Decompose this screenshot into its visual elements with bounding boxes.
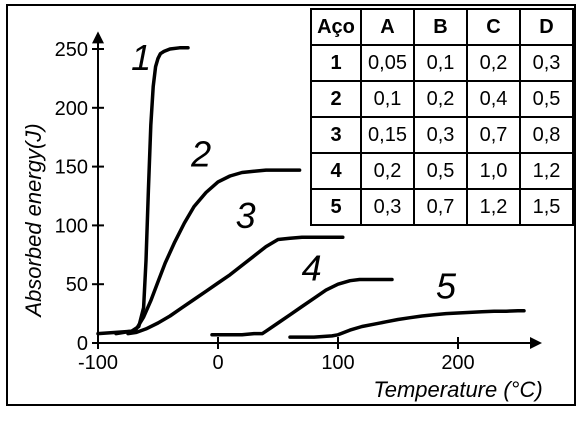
- table-row-header: 3: [310, 116, 362, 154]
- table-row-header: 5: [310, 188, 362, 226]
- table-row-header: 1: [310, 44, 362, 82]
- series-line-3: [126, 235, 345, 336]
- series-line-1: [96, 46, 190, 336]
- y-tick-label: 200: [55, 98, 88, 120]
- series-line-5: [288, 308, 526, 339]
- y-tick-label: 150: [55, 157, 88, 179]
- table-row-header: 4: [310, 152, 362, 190]
- table-cell: 0,2: [466, 44, 521, 82]
- table-header-row: Aço A B C D: [310, 8, 574, 46]
- table-header-cell: C: [466, 8, 521, 46]
- curve-label-4: 4: [302, 248, 322, 289]
- table-header-cell: Aço: [310, 8, 362, 46]
- table-header-cell: B: [413, 8, 468, 46]
- curves: [96, 46, 526, 339]
- table-cell: 0,3: [519, 44, 574, 82]
- table-cell: 0,05: [360, 44, 415, 82]
- chart-frame: [6, 4, 576, 406]
- x-tick-label: 0: [212, 352, 223, 374]
- table-cell: 0,4: [466, 80, 521, 118]
- x-axis-title: Temperature (°C): [373, 377, 542, 402]
- table-row: 2 0,1 0,2 0,4 0,5: [310, 80, 574, 118]
- y-tick-label: 0: [77, 333, 88, 355]
- y-axis-arrow: [92, 31, 104, 44]
- table-cell: 0,2: [360, 152, 415, 190]
- table-header-cell: D: [519, 8, 574, 46]
- table-row: 1 0,05 0,1 0,2 0,3: [310, 44, 574, 82]
- curve-label-5: 5: [436, 265, 457, 306]
- table-cell: 0,3: [413, 116, 468, 154]
- y-tick-label: 50: [66, 274, 88, 296]
- table-cell: 0,15: [360, 116, 415, 154]
- curve-label-1: 1: [131, 37, 151, 78]
- table-cell: 1,2: [519, 152, 574, 190]
- x-tick-label: 100: [321, 352, 354, 374]
- y-axis-title: Absorbed energy(J): [21, 123, 46, 318]
- table-cell: 0,7: [466, 116, 521, 154]
- table-header-cell: A: [360, 8, 415, 46]
- curve-label-2: 2: [190, 134, 211, 175]
- table-cell: 0,8: [519, 116, 574, 154]
- table-cell: 0,7: [413, 188, 468, 226]
- table-cell: 0,5: [519, 80, 574, 118]
- table-cell: 1,0: [466, 152, 521, 190]
- x-tick-label: -100: [78, 352, 118, 374]
- x-tick-label: 200: [441, 352, 474, 374]
- table-cell: 0,3: [360, 188, 415, 226]
- table-row: 4 0,2 0,5 1,0 1,2: [310, 152, 574, 190]
- series-line-2: [114, 168, 302, 336]
- table-row-header: 2: [310, 80, 362, 118]
- table-row: 3 0,15 0,3 0,7 0,8: [310, 116, 574, 154]
- y-tick-label: 100: [55, 215, 88, 237]
- table-row: 5 0,3 0,7 1,2 1,5: [310, 188, 574, 226]
- curve-label-3: 3: [236, 195, 256, 236]
- steel-composition-table: Aço A B C D 1 0,05 0,1 0,2 0,3 2 0,1 0,2…: [310, 8, 574, 226]
- table-cell: 0,5: [413, 152, 468, 190]
- series-line-4: [210, 277, 394, 337]
- y-tick-label: 250: [55, 39, 88, 61]
- table-cell: 0,1: [413, 44, 468, 82]
- table-cell: 0,2: [413, 80, 468, 118]
- x-axis-arrow: [530, 337, 542, 349]
- table-cell: 1,5: [519, 188, 574, 226]
- table-cell: 0,1: [360, 80, 415, 118]
- table-cell: 1,2: [466, 188, 521, 226]
